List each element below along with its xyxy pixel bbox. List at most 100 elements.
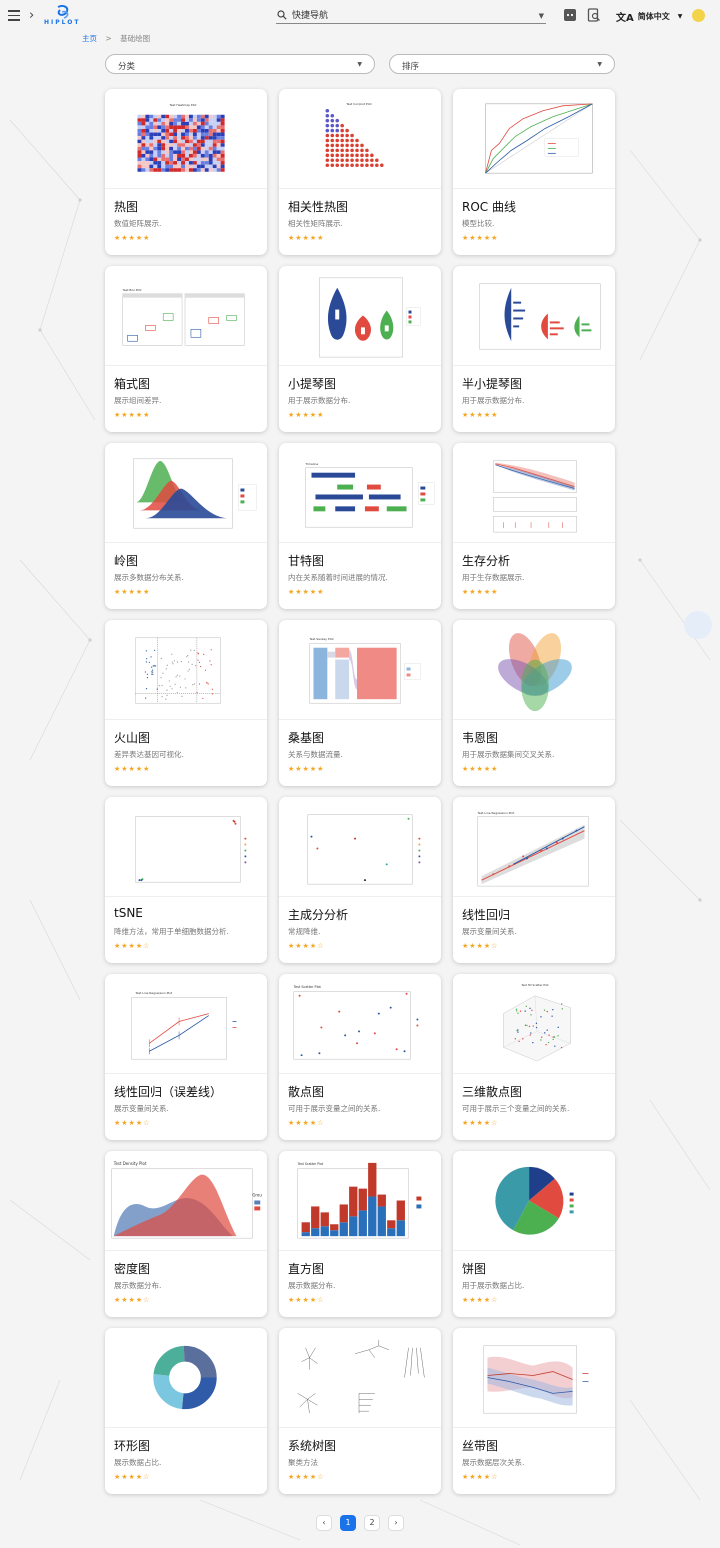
dropdown-caret-icon[interactable]: ▼: [538, 12, 544, 20]
plot-card[interactable]: Test Heatmap Plot 热图 数值矩阵展示. ★★★★★: [105, 89, 267, 255]
heatmap-cell: [165, 132, 170, 137]
heatmap-cell: [208, 125, 213, 129]
quick-nav-search[interactable]: ▼: [276, 8, 546, 24]
plot-card[interactable]: 系统树图 聚类方法 ★★★★☆: [279, 1328, 441, 1494]
plot-card[interactable]: Test Corrplot Plot 相关性热图 相关性矩阵展示. ★★★★★: [279, 89, 441, 255]
heatmap-cell: [181, 125, 186, 129]
search-input[interactable]: [292, 8, 522, 23]
plot-card[interactable]: Test Box Plot 箱式图 展示组间差异. ★★★★★: [105, 266, 267, 432]
plot-card[interactable]: Test Line Regression Plot 线性回归 展示变量间关系. …: [453, 797, 615, 963]
heatmap-cell: [185, 139, 189, 144]
next-page-button[interactable]: ›: [388, 1515, 404, 1531]
rating-stars: ★★★★★: [288, 234, 325, 242]
heatmap-cell: [181, 161, 186, 165]
heatmap-cell: [145, 157, 150, 162]
histogram-bar: [387, 1220, 396, 1229]
card-description: 展示数据占比.: [114, 1458, 162, 1467]
page-button-2[interactable]: 2: [364, 1515, 380, 1531]
plot-card[interactable]: Test Scatter Plot 直方图 展示数据分布. ★★★★☆: [279, 1151, 441, 1317]
heatmap-cell: [137, 168, 142, 172]
heatmap-cell: [200, 164, 205, 169]
rating-stars: ★★★★★: [288, 765, 325, 773]
page-button-1[interactable]: 1: [340, 1515, 356, 1531]
correlation-cell: [365, 153, 369, 158]
user-avatar[interactable]: [692, 9, 705, 22]
plot-card[interactable]: Test Sankey Plot 桑基图 关系与数据流量. ★★★★★: [279, 620, 441, 786]
heatmap-cell: [137, 139, 142, 144]
heatmap-cell: [208, 143, 213, 147]
sort-select[interactable]: 排序 ▼: [389, 54, 615, 74]
heatmap-cell: [157, 128, 162, 133]
heatmap-cell: [200, 136, 205, 140]
correlation-cell: [330, 143, 335, 148]
heatmap-cell: [220, 118, 225, 122]
plot-card[interactable]: 韦恩图 用于展示数据集间交叉关系. ★★★★★: [453, 620, 615, 786]
document-search-icon[interactable]: [587, 8, 601, 22]
volcano-point: [145, 688, 148, 690]
plot-card[interactable]: ROC 曲线 模型比较. ★★★★★: [453, 89, 615, 255]
heatmap-cell: [185, 121, 189, 126]
scatter3d-point: [560, 1003, 563, 1005]
correlation-cell: [350, 133, 354, 138]
plot-card[interactable]: 岭图 展示多数据分布关系. ★★★★★: [105, 443, 267, 609]
heatmap-cell: [192, 136, 197, 140]
heatmap-cell: [188, 150, 193, 154]
card-title: 散点图: [288, 1085, 325, 1099]
heatmap-cell: [157, 146, 162, 151]
heatmap-cell: [200, 139, 205, 144]
plot-card[interactable]: Timeline 甘特图 内在关系随着时间进展的情况. ★★★★★: [279, 443, 441, 609]
plot-card[interactable]: 饼图 用于展示数据占比. ★★★★☆: [453, 1151, 615, 1317]
correlation-cell: [325, 133, 330, 138]
scatter3d-point: [560, 1046, 563, 1049]
plot-card[interactable]: Test Scatter Plot 散点图 可用于展示变量之间的关系. ★★★★…: [279, 974, 441, 1140]
heatmap-cell: [177, 143, 182, 147]
breadcrumb-home-link[interactable]: 主页: [82, 34, 97, 43]
heatmap-cell: [153, 164, 158, 169]
heatmap-cell: [157, 161, 162, 165]
plot-card[interactable]: Test 3D Scatter Plot 三维散点图 可用于展示三个变量之间的关…: [453, 974, 615, 1140]
heatmap-cell: [137, 114, 142, 119]
plot-card[interactable]: Test Line Regression Plot 线性回归（误差线） 展示变量…: [105, 974, 267, 1140]
correlation-cell: [340, 153, 344, 158]
chevron-right-icon[interactable]: ›: [29, 8, 35, 23]
correlation-cell: [340, 138, 344, 143]
heatmap-cell: [141, 114, 146, 119]
correlation-cell: [350, 153, 354, 158]
plot-card[interactable]: Test Density Plot Grou 密度图 展示数据分布. ★★★★☆: [105, 1151, 267, 1317]
plot-card[interactable]: 主成分分析 常规降维. ★★★★☆: [279, 797, 441, 963]
heatmap-cell: [173, 153, 178, 158]
plot-card[interactable]: 生存分析 用于生存数据展示. ★★★★★: [453, 443, 615, 609]
language-selector[interactable]: 文A 简体中文 ▼: [616, 9, 682, 24]
heatmap-cell: [200, 125, 205, 129]
hiplot-logo[interactable]: [44, 4, 84, 30]
plot-card[interactable]: 小提琴图 用于展示数据分布. ★★★★★: [279, 266, 441, 432]
thumb-title: Test 3D Scatter Plot: [520, 983, 549, 987]
plot-card[interactable]: 丝带图 展示数据层次关系. ★★★★☆: [453, 1328, 615, 1494]
survival-analysis-thumbnail: [453, 460, 615, 543]
correlation-cell: [360, 163, 364, 168]
discord-icon[interactable]: [563, 8, 577, 22]
rating-stars: ★★★★☆: [114, 1296, 151, 1304]
menu-icon[interactable]: [8, 10, 20, 22]
heatmap-cell: [208, 161, 213, 165]
dendrogram-thumbnail: [279, 1339, 441, 1428]
plot-card[interactable]: 半小提琴图 用于展示数据分布. ★★★★★: [453, 266, 615, 432]
plot-card[interactable]: tSNE 降维方法，常用于单细胞数据分析. ★★★★☆: [105, 797, 267, 963]
heatmap-cell: [192, 118, 197, 122]
heatmap-cell: [220, 168, 225, 172]
heatmap-cell: [165, 150, 170, 154]
search-icon: [277, 10, 287, 20]
sort-select-label: 排序: [402, 62, 420, 72]
heatmap-cell: [169, 153, 174, 158]
correlation-cell: [375, 163, 379, 168]
category-select[interactable]: 分类 ▼: [105, 54, 375, 74]
scatter3d-point: [540, 1039, 542, 1041]
heatmap-cell: [177, 161, 182, 165]
plot-card[interactable]: 环形图 展示数据占比. ★★★★☆: [105, 1328, 267, 1494]
correlation-cell: [350, 143, 354, 148]
heatmap-cell: [181, 118, 186, 122]
correlation-cell: [330, 138, 335, 143]
plot-card[interactable]: 火山图 差异表达基因可视化. ★★★★★: [105, 620, 267, 786]
prev-page-button[interactable]: ‹: [316, 1515, 332, 1531]
scatter3d-point: [535, 1022, 538, 1025]
